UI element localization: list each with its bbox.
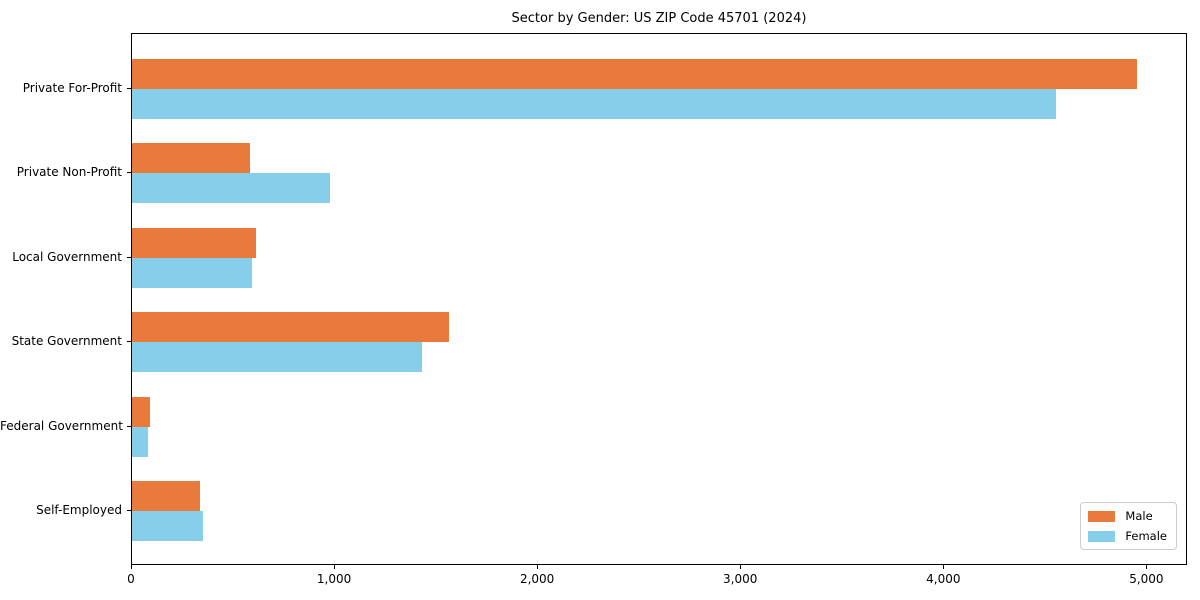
bar-male-self-employed <box>132 481 201 512</box>
x-tick-mark <box>1146 565 1147 569</box>
x-tick-mark <box>537 565 538 569</box>
y-tick-mark <box>127 510 131 511</box>
bar-male-local-government <box>132 227 256 258</box>
chart-title: Sector by Gender: US ZIP Code 45701 (202… <box>511 11 807 26</box>
y-tick-label-private-for-profit: Private For-Profit <box>22 80 122 95</box>
bar-female-self-employed <box>132 511 204 542</box>
bar-male-federal-government <box>132 396 151 427</box>
legend: Male Female <box>1080 502 1177 550</box>
x-tick-mark <box>943 565 944 569</box>
y-tick-mark <box>127 341 131 342</box>
bar-male-private-non-profit <box>132 143 250 174</box>
y-tick-mark <box>127 426 131 427</box>
bar-male-state-government <box>132 312 449 343</box>
x-tick-mark <box>334 565 335 569</box>
x-tick-label-2-000: 2,000 <box>519 572 555 586</box>
legend-entry-male: Male <box>1088 509 1167 523</box>
bar-female-private-for-profit <box>132 88 1056 119</box>
bar-male-private-for-profit <box>132 58 1138 89</box>
x-tick-mark <box>740 565 741 569</box>
bar-female-private-non-profit <box>132 173 330 204</box>
y-tick-label-local-government: Local Government <box>12 249 122 264</box>
y-tick-label-self-employed: Self-Employed <box>36 503 122 518</box>
female-legend-label: Female <box>1125 529 1167 543</box>
y-tick-mark <box>127 257 131 258</box>
male-legend-swatch <box>1088 510 1116 522</box>
x-tick-label-3-000: 3,000 <box>723 572 758 586</box>
bar-female-local-government <box>132 257 252 288</box>
y-tick-mark <box>127 172 131 173</box>
x-tick-label-5-000: 5,000 <box>1129 572 1164 586</box>
bar-female-state-government <box>132 342 423 373</box>
x-tick-label-4-000: 4,000 <box>926 572 961 586</box>
bar-female-federal-government <box>132 426 149 457</box>
x-tick-mark <box>131 565 132 569</box>
legend-entry-female: Female <box>1088 529 1167 543</box>
y-tick-mark <box>127 88 131 89</box>
y-tick-label-private-non-profit: Private Non-Profit <box>16 165 122 180</box>
y-tick-label-federal-government: Federal Government <box>0 418 123 433</box>
plot-area: Male Female <box>131 33 1187 565</box>
female-legend-swatch <box>1088 530 1116 542</box>
x-tick-label-0: 0 <box>127 572 135 586</box>
male-legend-label: Male <box>1125 509 1153 523</box>
x-tick-label-1-000: 1,000 <box>316 572 352 586</box>
y-tick-label-state-government: State Government <box>11 334 122 349</box>
